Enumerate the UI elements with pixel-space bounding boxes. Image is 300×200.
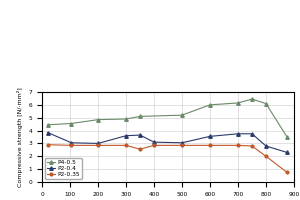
P2-0.4 bbox=[180, 142, 184, 144]
P2-0.4 bbox=[236, 133, 240, 135]
P4-0.5 bbox=[124, 118, 128, 120]
P2-0.35 bbox=[96, 144, 100, 147]
P2-0.35 bbox=[180, 144, 184, 147]
Line: P2-0.4: P2-0.4 bbox=[46, 131, 289, 154]
P4-0.5 bbox=[46, 124, 50, 126]
Line: P2-0.35: P2-0.35 bbox=[46, 143, 288, 174]
P2-0.35 bbox=[264, 155, 268, 157]
P2-0.4 bbox=[152, 141, 156, 143]
P2-0.4 bbox=[96, 142, 100, 145]
P4-0.5 bbox=[180, 114, 184, 116]
P4-0.5 bbox=[208, 104, 212, 106]
Y-axis label: Compressive strength [N/·mm²]: Compressive strength [N/·mm²] bbox=[17, 87, 23, 187]
P4-0.5 bbox=[138, 115, 142, 118]
P2-0.35 bbox=[152, 144, 156, 147]
Line: P4-0.5: P4-0.5 bbox=[46, 97, 289, 139]
P2-0.4 bbox=[264, 145, 268, 147]
P2-0.35 bbox=[250, 145, 254, 147]
P4-0.5 bbox=[250, 98, 254, 100]
P2-0.35 bbox=[70, 144, 73, 147]
P4-0.5 bbox=[70, 122, 73, 125]
P4-0.5 bbox=[285, 136, 289, 138]
P2-0.4 bbox=[70, 142, 73, 144]
P2-0.35 bbox=[124, 144, 128, 147]
P2-0.4 bbox=[46, 131, 50, 134]
P4-0.5 bbox=[236, 102, 240, 104]
P2-0.35 bbox=[46, 144, 50, 146]
P2-0.4 bbox=[250, 133, 254, 135]
P4-0.5 bbox=[264, 102, 268, 105]
P4-0.5 bbox=[96, 118, 100, 121]
P2-0.4 bbox=[138, 134, 142, 136]
P2-0.35 bbox=[236, 144, 240, 147]
P2-0.35 bbox=[208, 144, 212, 147]
P2-0.4 bbox=[124, 135, 128, 137]
P2-0.35 bbox=[138, 148, 142, 150]
P2-0.4 bbox=[285, 151, 289, 154]
P2-0.4 bbox=[208, 135, 212, 138]
Legend: P4-0.5, P2-0.4, P2-0.35: P4-0.5, P2-0.4, P2-0.35 bbox=[45, 158, 82, 179]
P2-0.35 bbox=[285, 171, 289, 174]
